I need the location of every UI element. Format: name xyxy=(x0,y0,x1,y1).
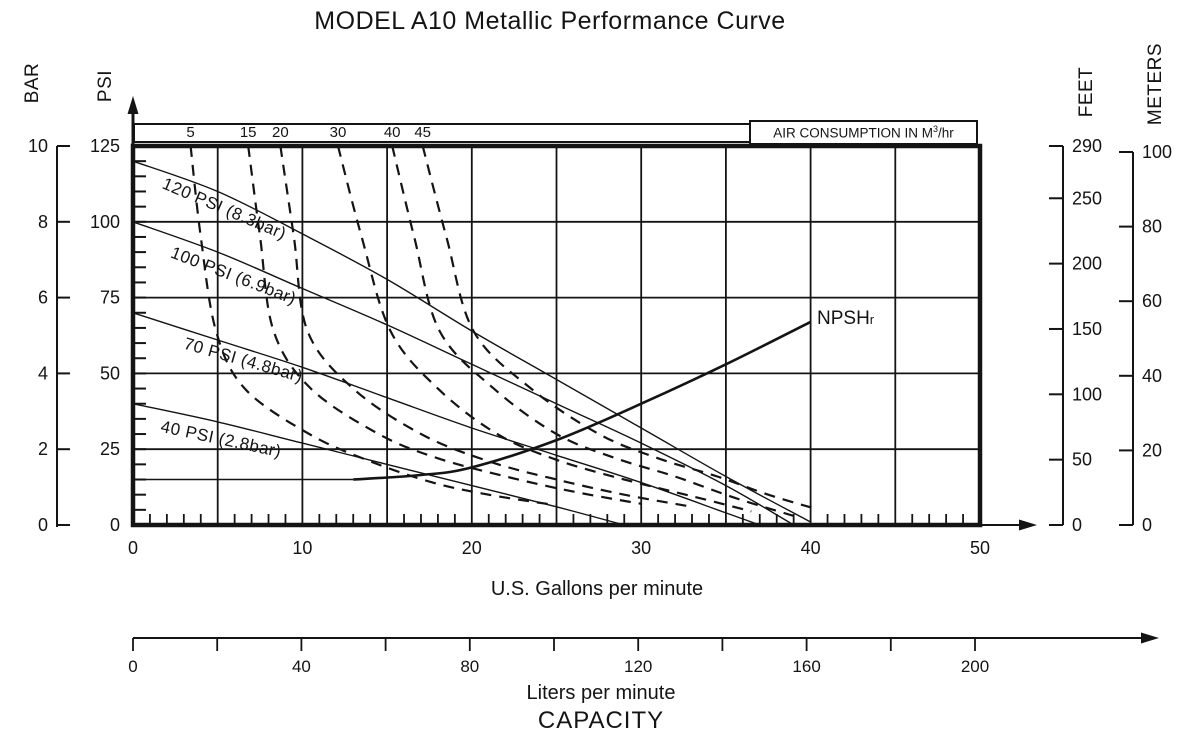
performance-curve xyxy=(132,403,625,526)
air-consumption-value: 40 xyxy=(383,124,401,141)
bar-tick-label: 0 xyxy=(38,515,48,535)
lpm-tick-label: 40 xyxy=(292,657,311,676)
air-consumption-value: 5 xyxy=(186,124,195,141)
lpm-tick-label: 160 xyxy=(792,657,820,676)
air-consumption-title: AIR CONSUMPTION IN M3/hr xyxy=(773,124,954,141)
psi-tick-label: 25 xyxy=(100,439,120,459)
bar-tick-label: 10 xyxy=(28,136,48,156)
feet-tick-label: 150 xyxy=(1072,319,1102,339)
air-consumption-curve-15 xyxy=(247,145,642,505)
psi-tick-label: 0 xyxy=(110,515,120,535)
bar-tick-label: 6 xyxy=(38,288,48,308)
psi-tick-label: 125 xyxy=(90,136,120,156)
feet-tick-label: 200 xyxy=(1072,254,1102,274)
lpm-tick-label: 200 xyxy=(961,657,989,676)
page-title: MODEL A10 Metallic Performance Curve xyxy=(314,7,786,35)
curve-label-npshr: NPSHr xyxy=(817,308,875,329)
lpm-tick-label: 120 xyxy=(624,657,652,676)
performance-curve xyxy=(132,221,795,526)
lpm-tick-label: 0 xyxy=(128,657,137,676)
lpm-tick-label: 80 xyxy=(460,657,479,676)
meters-tick-label: 60 xyxy=(1142,291,1162,311)
bar-tick-label: 2 xyxy=(38,439,48,459)
meters-tick-label: 0 xyxy=(1142,515,1152,535)
air-consumption-curve-5 xyxy=(189,145,557,507)
psi-tick-label: 100 xyxy=(90,212,120,232)
feet-tick-label: 290 xyxy=(1072,136,1102,156)
npshr-curve-bold xyxy=(353,320,812,481)
psi-tick-label: 75 xyxy=(100,288,120,308)
meters-tick-label: 80 xyxy=(1142,217,1162,237)
gpm-tick-label: 40 xyxy=(801,538,821,558)
feet-tick-label: 50 xyxy=(1072,450,1092,470)
bar-tick-label: 8 xyxy=(38,212,48,232)
performance-curve xyxy=(132,160,811,523)
air-consumption-title-box: AIR CONSUMPTION IN M3/hr xyxy=(749,120,978,145)
plot-border xyxy=(130,143,983,528)
performance-curve xyxy=(132,312,761,526)
air-consumption-value: 20 xyxy=(272,124,289,141)
air-consumption-value: 15 xyxy=(239,124,257,141)
lpm-axis-title: Liters per minute xyxy=(526,682,676,704)
air-consumption-curve-40 xyxy=(391,145,795,517)
gpm-axis-arrowhead xyxy=(1019,519,1037,531)
feet-tick-label: 0 xyxy=(1072,515,1082,535)
gpm-tick-label: 50 xyxy=(970,538,990,558)
capacity-title: CAPACITY xyxy=(537,707,665,734)
gpm-tick-label: 20 xyxy=(462,538,482,558)
air-consumption-value: 45 xyxy=(414,124,432,141)
gpm-tick-label: 10 xyxy=(292,538,312,558)
lpm-axis-arrowhead xyxy=(1141,632,1159,644)
gpm-tick-label: 0 xyxy=(128,538,138,558)
feet-tick-label: 100 xyxy=(1072,384,1102,404)
meters-tick-label: 40 xyxy=(1142,366,1162,386)
meters-tick-label: 100 xyxy=(1142,142,1172,162)
psi-axis-arrowhead xyxy=(127,96,139,114)
bar-tick-label: 4 xyxy=(38,363,48,383)
gpm-tick-label: 30 xyxy=(631,538,651,558)
feet-tick-label: 250 xyxy=(1072,188,1102,208)
psi-tick-label: 50 xyxy=(100,363,120,383)
meters-tick-label: 20 xyxy=(1142,440,1162,460)
air-consumption-value: 30 xyxy=(329,124,347,141)
air-consumption-curve-45 xyxy=(421,145,820,511)
air-consumption-curve-30 xyxy=(336,145,752,513)
gpm-axis-title: U.S. Gallons per minute xyxy=(490,578,704,600)
